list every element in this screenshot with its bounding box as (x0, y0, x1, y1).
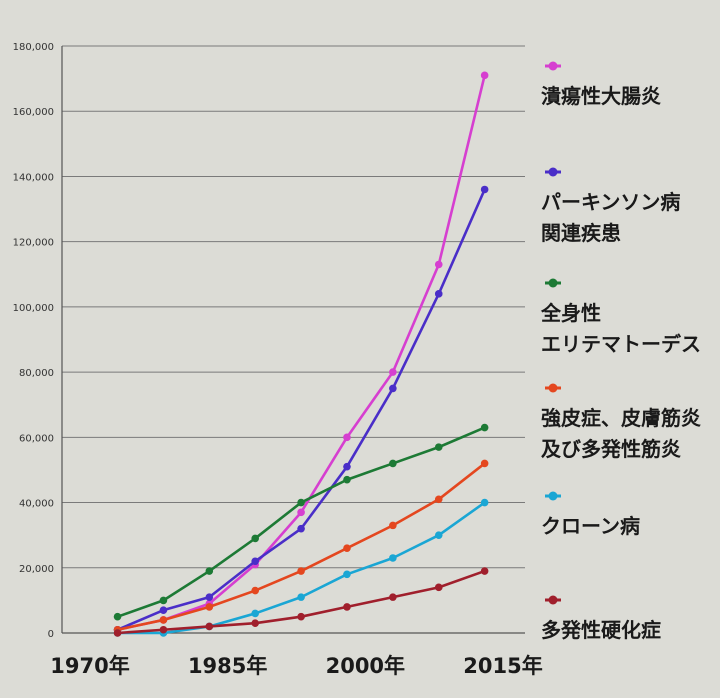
legend-label: パーキンソン病 (541, 190, 680, 214)
series-line (116, 462, 486, 632)
data-point (480, 71, 489, 80)
data-point (159, 625, 168, 634)
legend-swatch-marker (548, 61, 558, 71)
legend-label: 及び多発性筋炎 (541, 437, 681, 461)
data-point (434, 531, 443, 539)
data-point (389, 384, 397, 393)
data-point (434, 260, 443, 269)
y-tick-label: 40,000 (19, 499, 54, 510)
gridlines (62, 45, 525, 569)
legend-swatch-marker (548, 491, 558, 501)
data-point (113, 612, 122, 621)
y-tick-label: 100,000 (13, 303, 54, 314)
x-tick-label: 1970年 (50, 654, 129, 678)
data-point (343, 544, 351, 553)
data-point (480, 459, 489, 468)
data-point (159, 606, 168, 614)
data-point (251, 609, 259, 618)
y-tick-label: 60,000 (19, 433, 54, 444)
legend-label: 潰瘍性大腸炎 (541, 84, 661, 108)
y-axis-tick-labels: 0 20,000 40,000 60,000 80,000 100,000 120,000 1… (13, 42, 54, 640)
legend-item: 潰瘍性大腸炎 (541, 61, 661, 108)
legend-swatch-marker (548, 167, 558, 177)
y-tick-label: 20,000 (19, 564, 54, 575)
data-point (297, 593, 305, 601)
y-tick-label: 120,000 (13, 238, 54, 249)
data-point (205, 622, 214, 631)
data-point (205, 603, 214, 611)
data-point (480, 567, 489, 575)
data-point (297, 567, 305, 575)
data-point (389, 554, 397, 562)
series-0 (113, 71, 489, 634)
data-point (251, 586, 259, 595)
data-point (205, 593, 214, 601)
y-tick-label: 180,000 (13, 42, 54, 53)
x-tick-label: 1985年 (188, 654, 267, 678)
data-point (251, 534, 259, 543)
plot-series (113, 71, 489, 637)
y-tick-label: 80,000 (19, 368, 54, 379)
data-point (159, 616, 168, 624)
data-point (297, 524, 305, 533)
legend-label: エリテマトーデス (541, 332, 701, 356)
data-point (480, 423, 489, 432)
data-point (343, 433, 351, 442)
series-line (116, 74, 486, 632)
legend: 潰瘍性大腸炎パーキンソン病関連疾患全身性エリテマトーデス強皮症、皮膚筋炎及び多発… (540, 61, 701, 642)
legend-swatch-marker (548, 595, 558, 605)
data-point (251, 557, 259, 566)
data-point (251, 619, 259, 628)
data-point (113, 629, 122, 637)
data-point (434, 290, 443, 298)
y-tick-label: 0 (48, 629, 54, 640)
data-point (434, 443, 443, 451)
y-tick-label: 160,000 (13, 107, 54, 118)
series-line (116, 569, 486, 635)
series-2 (113, 423, 489, 621)
data-point (480, 498, 489, 507)
x-axis-tick-labels: 1970年 1985年 2000年 2015年 (50, 654, 542, 678)
legend-item: 多発性硬化症 (541, 595, 661, 642)
data-point (480, 185, 489, 194)
data-point (297, 508, 305, 517)
legend-swatch-marker (548, 278, 558, 288)
data-point (434, 495, 443, 504)
data-point (389, 368, 397, 376)
x-tick-label: 2015年 (463, 654, 542, 678)
data-point (205, 567, 214, 575)
data-point (343, 603, 351, 611)
data-point (297, 498, 305, 507)
data-point (389, 459, 397, 468)
data-point (343, 475, 351, 484)
legend-swatch-marker (548, 383, 558, 393)
legend-label: クローン病 (541, 514, 640, 538)
data-point (343, 570, 351, 579)
legend-item: クローン病 (541, 491, 640, 538)
series-1 (113, 185, 489, 634)
x-tick-label: 2000年 (326, 654, 405, 678)
legend-label: 強皮症、皮膚筋炎 (541, 406, 701, 430)
data-point (343, 462, 351, 471)
data-point (297, 612, 305, 621)
data-point (389, 593, 397, 601)
legend-label: 多発性硬化症 (541, 618, 661, 642)
series-5 (113, 567, 489, 637)
series-line (116, 188, 486, 632)
legend-label: 全身性 (540, 301, 601, 325)
data-point (159, 596, 168, 605)
data-point (434, 583, 443, 592)
data-point (389, 521, 397, 530)
y-tick-label: 140,000 (13, 172, 54, 183)
legend-label: 関連疾患 (541, 221, 621, 245)
